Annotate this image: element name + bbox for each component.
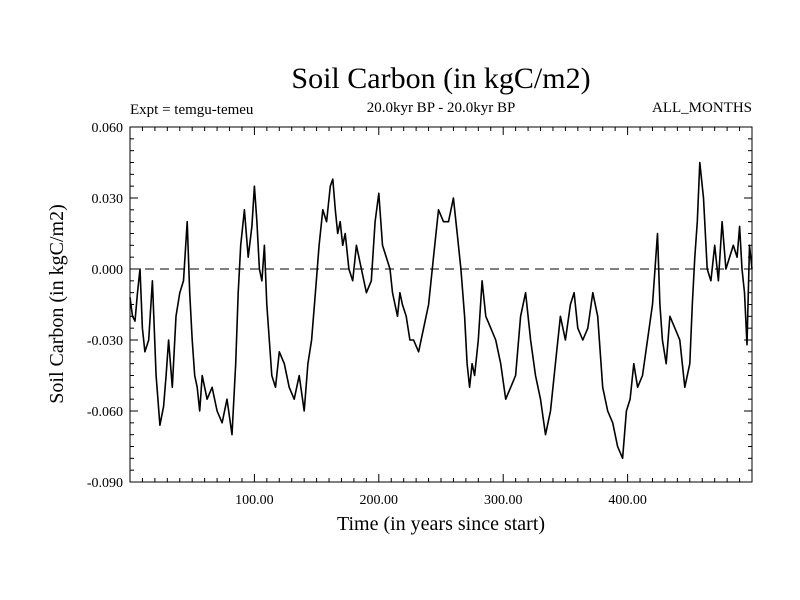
x-axis-label: Time (in years since start) (337, 513, 545, 535)
x-tick-label: 100.00 (235, 493, 274, 508)
y-tick-label: -0.030 (87, 334, 123, 349)
experiment-label: Expt = temgu-temeu (130, 102, 254, 118)
y-tick-label: 0.030 (92, 192, 124, 207)
plot-frame (129, 126, 753, 483)
y-tick-label: -0.090 (87, 476, 123, 491)
x-tick-label: 300.00 (484, 493, 523, 508)
chart-title: Soil Carbon (in kgC/m2) (291, 62, 590, 95)
chart-subtitle: 20.0kyr BP - 20.0kyr BP (367, 100, 516, 116)
y-tick-label: -0.060 (87, 405, 123, 420)
months-label: ALL_MONTHS (652, 100, 752, 116)
x-tick-label: 200.00 (360, 493, 399, 508)
y-tick-label: 0.000 (92, 263, 124, 278)
y-axis-label: Soil Carbon (in kgC/m2) (46, 204, 68, 403)
x-tick-label: 400.00 (608, 493, 647, 508)
series-line-soil-carbon (129, 161, 753, 460)
y-tick-label: 0.060 (92, 121, 124, 136)
plot-area: 100.00 200.00 300.00 400.00 -0.090 -0.060 -0.0… (87, 121, 753, 508)
